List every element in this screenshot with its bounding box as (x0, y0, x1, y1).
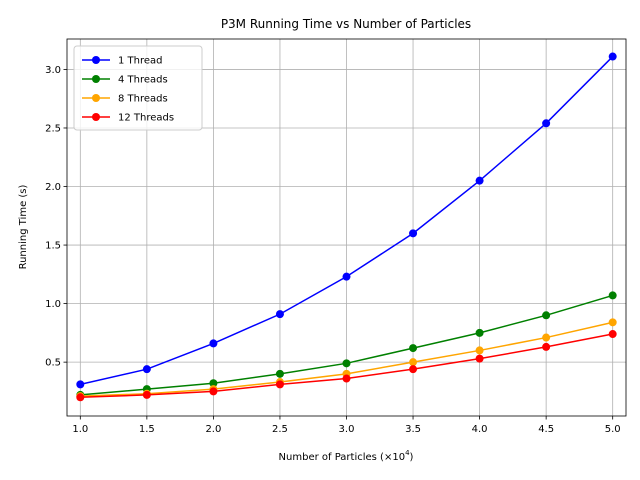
data-point-1-thread (209, 339, 218, 348)
legend-item: 12 Threads (82, 113, 174, 124)
legend-marker (92, 94, 100, 102)
data-point-12-threads (409, 365, 418, 374)
x-tick-label: 3.0 (339, 424, 355, 435)
series-12-threads (76, 330, 617, 402)
data-point-4-threads (275, 369, 284, 378)
data-point-1-thread (142, 365, 151, 374)
data-point-12-threads (142, 390, 151, 399)
y-tick-label: 2.0 (45, 182, 61, 193)
legend-marker (92, 56, 100, 64)
legend-label: 12 Threads (118, 113, 174, 124)
y-tick-label: 1.5 (45, 241, 61, 252)
x-axis-ticks: 1.0 1.5 2.0 2.5 3.0 3.5 4.0 4.5 5.0 (72, 416, 621, 435)
x-tick-label: 4.0 (472, 424, 488, 435)
data-point-4-threads (475, 328, 484, 337)
data-point-12-threads (342, 374, 351, 383)
y-tick-label: 2.5 (45, 123, 61, 134)
legend-item: 1 Thread (82, 56, 163, 67)
data-point-12-threads (76, 393, 85, 402)
legend-item: 4 Threads (82, 75, 168, 86)
legend-label: 4 Threads (118, 75, 168, 86)
y-axis-title: Running Time (s) (18, 184, 29, 269)
series-layer (76, 52, 617, 402)
series-1-thread (76, 52, 617, 389)
data-point-4-threads (542, 311, 551, 320)
y-tick-label: 1.0 (45, 299, 61, 310)
legend-marker (92, 113, 100, 121)
data-point-4-threads (608, 291, 617, 300)
data-point-12-threads (542, 342, 551, 351)
y-tick-label: 0.5 (45, 358, 61, 369)
legend-label: 1 Thread (118, 56, 163, 67)
data-point-1-thread (475, 176, 484, 185)
data-point-8-threads (409, 358, 418, 367)
data-point-1-thread (76, 380, 85, 389)
data-point-12-threads (209, 387, 218, 396)
data-point-12-threads (275, 380, 284, 389)
x-axis-title: Number of Particles (×104) (279, 449, 414, 463)
data-point-1-thread (275, 310, 284, 319)
data-point-1-thread (542, 119, 551, 128)
data-point-8-threads (608, 318, 617, 327)
legend-item: 8 Threads (82, 94, 168, 105)
x-tick-label: 3.5 (405, 424, 421, 435)
grid (67, 39, 626, 416)
x-tick-label: 4.5 (538, 424, 554, 435)
data-point-1-thread (342, 272, 351, 281)
data-point-1-thread (409, 229, 418, 238)
legend-marker (92, 75, 100, 83)
x-tick-label: 1.0 (72, 424, 88, 435)
x-tick-label: 1.5 (139, 424, 155, 435)
data-point-8-threads (542, 333, 551, 342)
legend-label: 8 Threads (118, 94, 168, 105)
data-point-4-threads (409, 344, 418, 353)
y-axis-ticks: 0.5 1.0 1.5 2.0 2.5 3.0 (45, 65, 67, 369)
data-point-12-threads (475, 354, 484, 363)
data-point-8-threads (475, 346, 484, 355)
x-tick-label: 2.0 (205, 424, 221, 435)
legend-box (73, 45, 203, 131)
y-tick-label: 3.0 (45, 65, 61, 76)
data-point-4-threads (342, 359, 351, 368)
x-tick-label: 5.0 (605, 424, 621, 435)
data-point-1-thread (608, 52, 617, 61)
data-point-4-threads (209, 379, 218, 388)
x-tick-label: 2.5 (272, 424, 288, 435)
legend: 1 Thread 4 Threads 8 Threads 12 Threads (73, 45, 203, 131)
data-point-12-threads (608, 330, 617, 339)
chart-title: P3M Running Time vs Number of Particles (221, 17, 471, 31)
